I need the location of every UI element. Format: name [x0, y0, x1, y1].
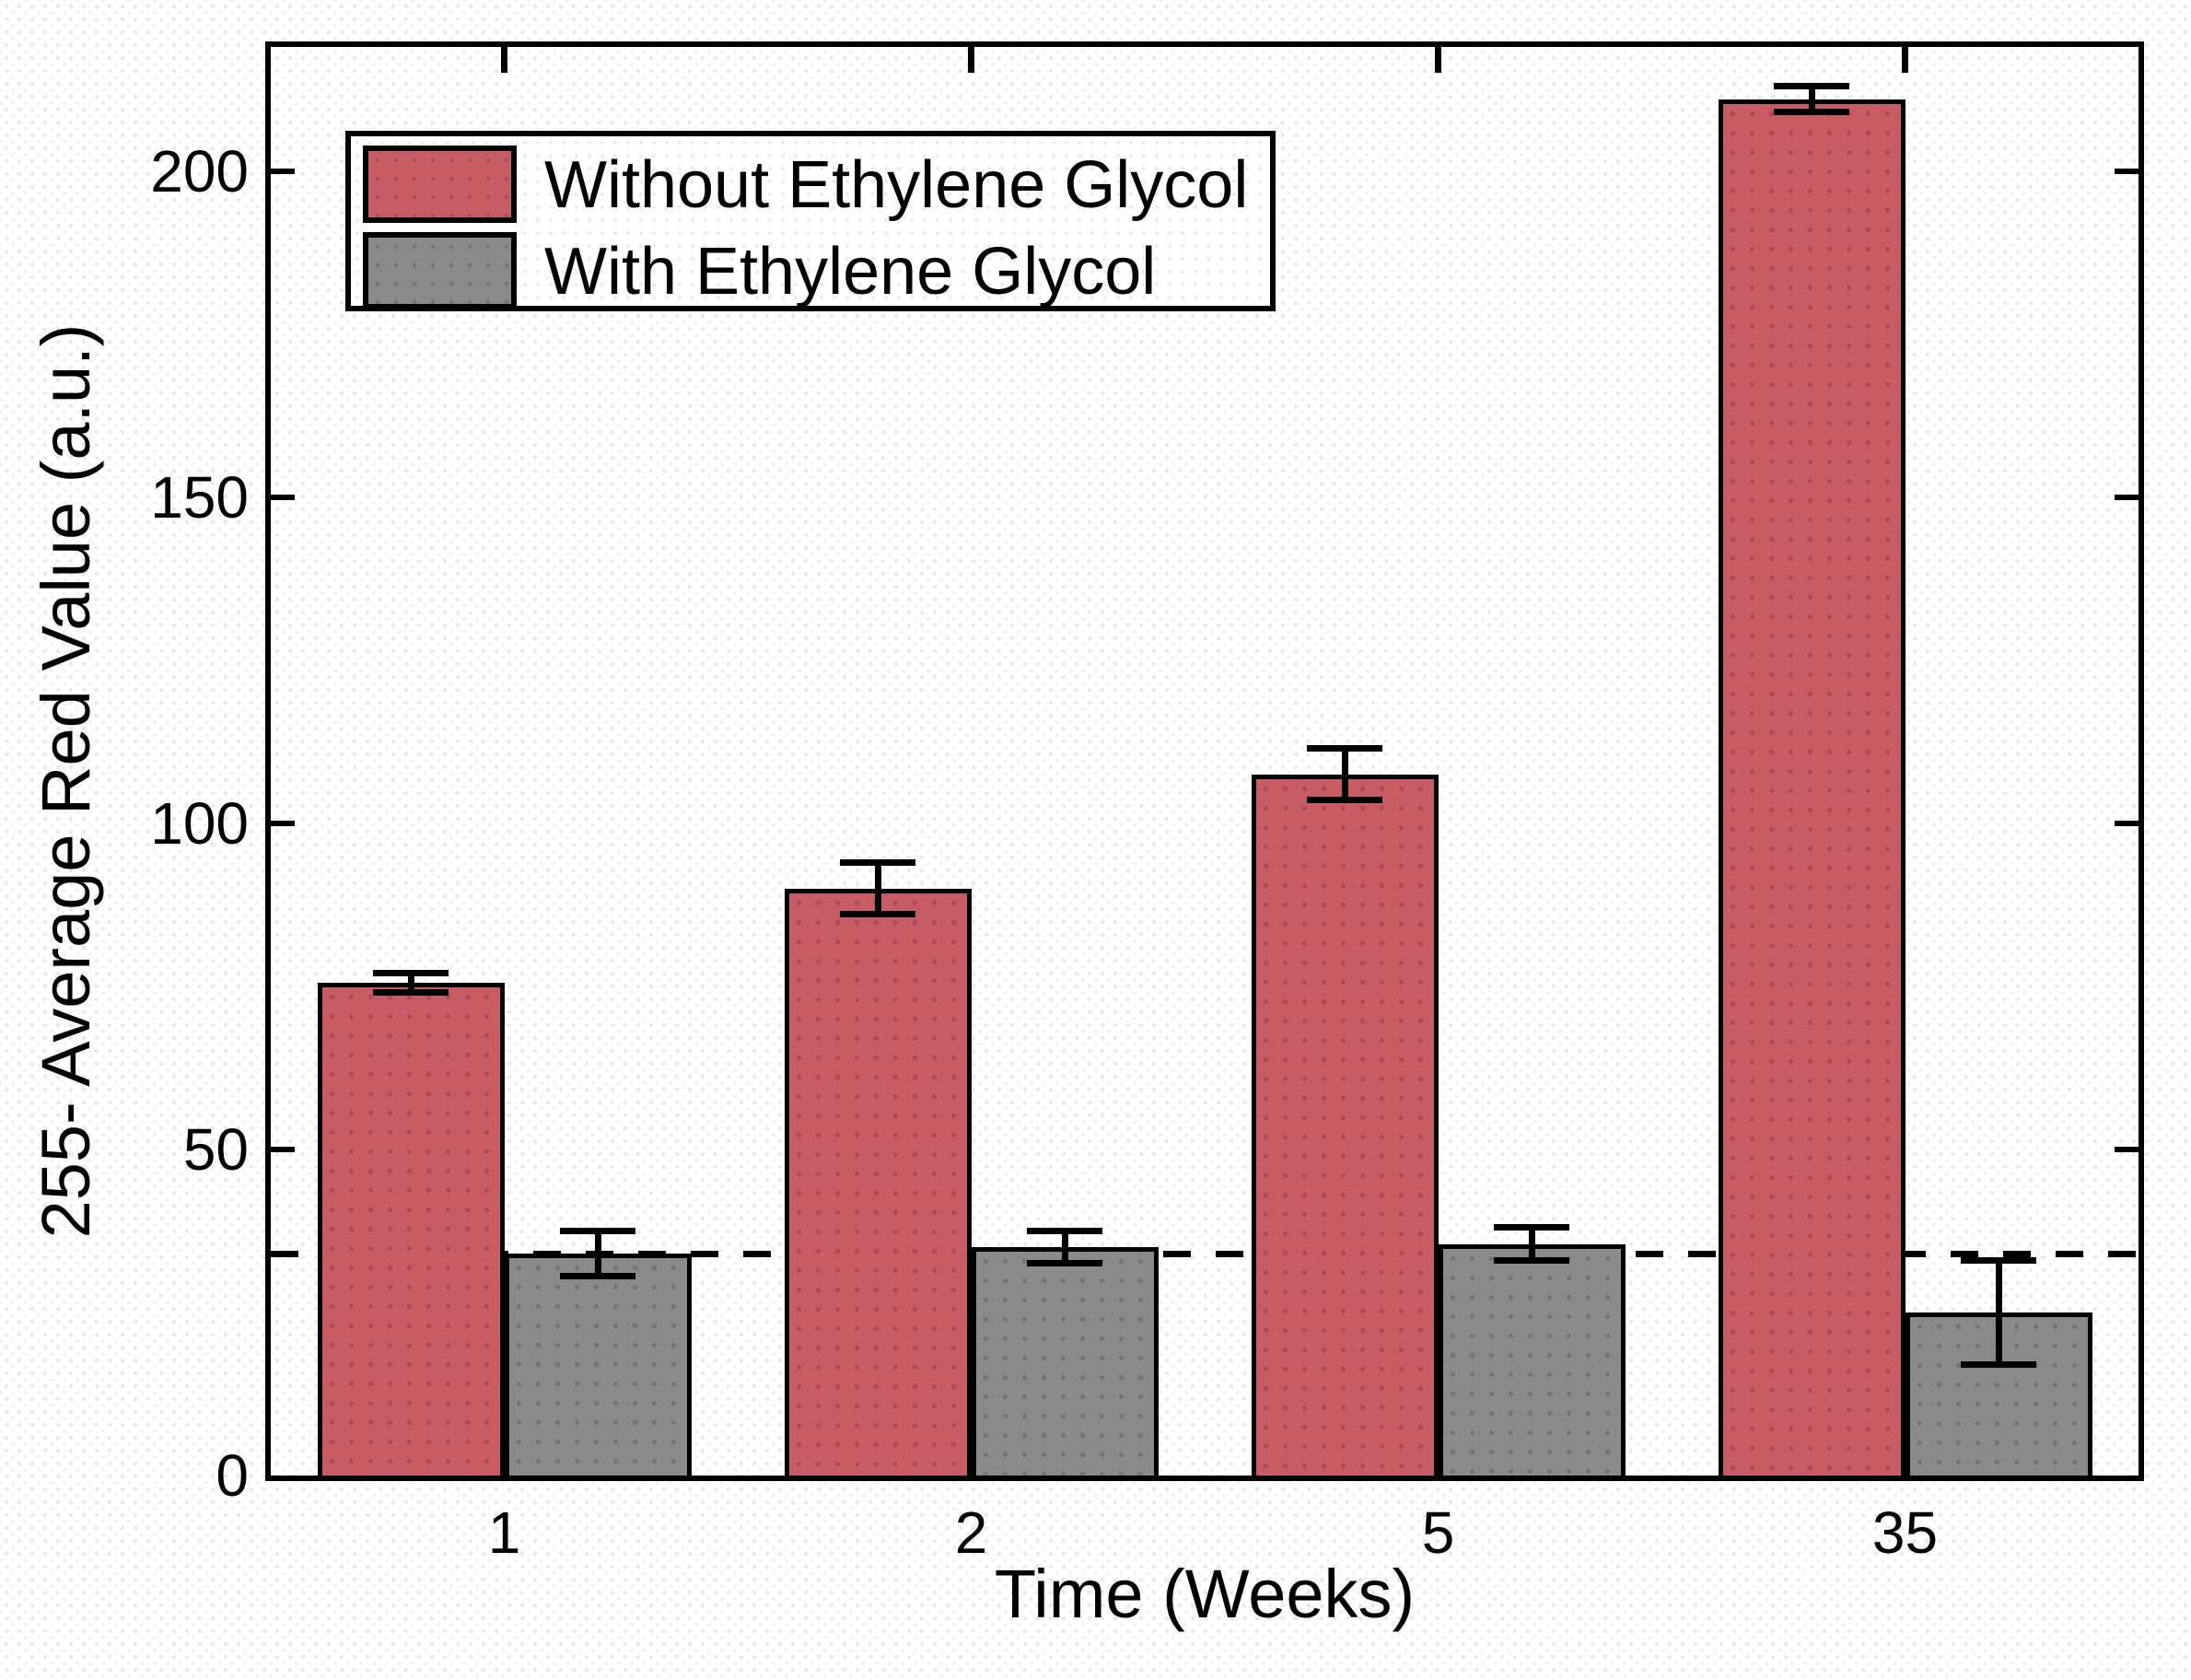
x-tick-label-35: 35: [1871, 1499, 1939, 1566]
x-axis-tick-top: [1902, 47, 1908, 73]
x-tick-label-2: 2: [954, 1499, 988, 1566]
error-bar-line: [1995, 1260, 2002, 1365]
y-tick-label-50: 50: [182, 1115, 249, 1183]
x-axis-tick-top: [1435, 47, 1441, 73]
legend-swatch-without-eg: [363, 146, 517, 223]
y-tick-label-0: 0: [216, 1442, 249, 1509]
y-axis-tick-right: [2115, 168, 2139, 174]
x-axis-tick-top: [501, 47, 507, 73]
error-bar-line: [594, 1231, 601, 1277]
error-bar-cap-bottom: [1027, 1260, 1102, 1267]
bar-with-eg-week-5: [1438, 1243, 1626, 1476]
legend-item: Without Ethylene Glycol: [351, 146, 1270, 223]
bar-without-eg-week-2: [784, 888, 972, 1476]
error-bar-cap-bottom: [560, 1273, 635, 1280]
error-bar-line: [1528, 1227, 1535, 1261]
error-bar-cap-bottom: [373, 989, 449, 997]
error-bar-cap-bottom: [1774, 109, 1849, 116]
error-bar-line: [1341, 748, 1348, 800]
legend: Without Ethylene Glycol With Ethylene Gly…: [345, 131, 1276, 311]
error-bar-cap-top: [560, 1227, 635, 1234]
error-bar-cap-bottom: [1494, 1256, 1569, 1264]
error-bar-cap-top: [1027, 1227, 1102, 1234]
y-axis-tick-right: [2115, 1146, 2139, 1152]
y-axis-tick-left: [271, 820, 295, 826]
error-bar-cap-bottom: [840, 911, 915, 918]
y-tick-label-100: 100: [150, 789, 249, 857]
error-bar-cap-bottom: [1307, 797, 1382, 804]
error-bar-cap-top: [373, 970, 449, 977]
error-bar-cap-top: [1961, 1256, 2036, 1264]
dashed-reference-line: [271, 1251, 2139, 1258]
y-axis-tick-left: [271, 168, 295, 174]
y-axis-title: 255- Average Red Value (a.u.): [28, 323, 104, 1239]
error-bar-cap-top: [840, 858, 915, 866]
y-tick-label-150: 150: [150, 463, 249, 531]
error-bar-line: [1808, 86, 1815, 112]
legend-swatch-with-eg: [363, 232, 517, 309]
legend-item-label: With Ethylene Glycol: [544, 235, 1157, 309]
y-axis-tick-right: [2115, 820, 2139, 826]
error-bar-cap-top: [1494, 1224, 1569, 1231]
error-bar-line: [874, 862, 881, 915]
y-axis-tick-right: [2115, 494, 2139, 500]
bar-without-eg-week-1: [317, 983, 505, 1476]
x-axis-tick-top: [968, 47, 974, 73]
legend-item-label: Without Ethylene Glycol: [544, 148, 1249, 222]
bar-without-eg-week-5: [1251, 774, 1439, 1476]
legend-item: With Ethylene Glycol: [351, 232, 1270, 309]
x-tick-label-5: 5: [1421, 1499, 1455, 1566]
y-axis-tick-left: [271, 1146, 295, 1152]
error-bar-cap-top: [1774, 82, 1849, 89]
error-bar-cap-top: [1307, 744, 1382, 752]
y-tick-label-200: 200: [150, 137, 249, 204]
x-tick-label-1: 1: [487, 1499, 521, 1566]
error-bar-line: [1061, 1231, 1068, 1264]
plot-area: [265, 41, 2144, 1481]
bar-with-eg-week-1: [504, 1254, 692, 1476]
error-bar-cap-bottom: [1961, 1361, 2036, 1369]
bar-without-eg-week-35: [1718, 99, 1905, 1476]
y-axis-tick-left: [271, 494, 295, 500]
bar-with-eg-week-2: [971, 1247, 1159, 1476]
error-bar-line: [407, 973, 414, 993]
x-axis-title: Time (Weeks): [994, 1556, 1416, 1632]
